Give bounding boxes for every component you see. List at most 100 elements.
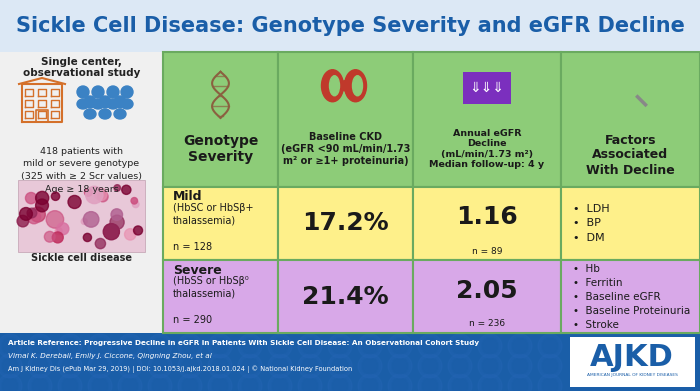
Circle shape xyxy=(83,212,99,227)
Ellipse shape xyxy=(330,76,340,96)
Circle shape xyxy=(268,354,292,378)
Circle shape xyxy=(452,338,468,354)
FancyBboxPatch shape xyxy=(163,260,278,333)
Circle shape xyxy=(17,215,29,227)
Circle shape xyxy=(58,354,82,378)
Circle shape xyxy=(418,354,442,378)
Circle shape xyxy=(84,96,96,108)
Text: AJKD: AJKD xyxy=(590,343,674,371)
Circle shape xyxy=(32,358,48,374)
Ellipse shape xyxy=(121,99,133,109)
Circle shape xyxy=(25,192,36,204)
Circle shape xyxy=(452,358,468,374)
Circle shape xyxy=(0,374,22,391)
Circle shape xyxy=(452,378,468,391)
FancyBboxPatch shape xyxy=(163,52,278,187)
Text: observational study: observational study xyxy=(23,68,140,78)
FancyBboxPatch shape xyxy=(278,52,413,187)
Circle shape xyxy=(238,374,262,391)
Circle shape xyxy=(94,188,107,201)
Circle shape xyxy=(152,378,168,391)
Circle shape xyxy=(111,209,122,221)
Circle shape xyxy=(448,354,472,378)
Circle shape xyxy=(508,334,532,358)
Circle shape xyxy=(32,378,48,391)
Text: AMERICAN JOURNAL OF KIDNEY DISEASES: AMERICAN JOURNAL OF KIDNEY DISEASES xyxy=(587,373,678,377)
Circle shape xyxy=(212,378,228,391)
Circle shape xyxy=(83,233,92,242)
Circle shape xyxy=(92,86,104,98)
Circle shape xyxy=(268,334,292,358)
Circle shape xyxy=(62,358,78,374)
Text: •  LDH
•  BP
•  DM: • LDH • BP • DM xyxy=(573,204,610,243)
Circle shape xyxy=(542,378,558,391)
Circle shape xyxy=(58,334,82,358)
Circle shape xyxy=(418,334,442,358)
Circle shape xyxy=(122,358,138,374)
Circle shape xyxy=(272,338,288,354)
Ellipse shape xyxy=(353,76,363,96)
Circle shape xyxy=(44,231,55,242)
Circle shape xyxy=(122,338,138,354)
Circle shape xyxy=(27,208,37,218)
Circle shape xyxy=(298,354,322,378)
Circle shape xyxy=(32,338,48,354)
FancyBboxPatch shape xyxy=(163,187,278,260)
Ellipse shape xyxy=(84,109,96,119)
FancyBboxPatch shape xyxy=(0,0,700,52)
Circle shape xyxy=(478,334,502,358)
Circle shape xyxy=(302,338,318,354)
Circle shape xyxy=(118,354,142,378)
Ellipse shape xyxy=(344,70,367,102)
FancyBboxPatch shape xyxy=(413,187,561,260)
Circle shape xyxy=(542,358,558,374)
Circle shape xyxy=(28,374,52,391)
Circle shape xyxy=(392,338,408,354)
Ellipse shape xyxy=(321,70,344,102)
FancyBboxPatch shape xyxy=(18,180,145,252)
Circle shape xyxy=(358,374,382,391)
Circle shape xyxy=(298,374,322,391)
Ellipse shape xyxy=(114,109,126,119)
Circle shape xyxy=(478,374,502,391)
Circle shape xyxy=(422,378,438,391)
Circle shape xyxy=(152,338,168,354)
Circle shape xyxy=(388,354,412,378)
Text: 418 patients with
mild or severe genotype
(325 with ≥ 2 Scr values)
Age ≥ 18 yea: 418 patients with mild or severe genotyp… xyxy=(21,147,142,194)
Circle shape xyxy=(88,334,112,358)
Text: Am J Kidney Dis (ePub Mar 29, 2019) | DOI: 10.1053/j.ajkd.2018.01.024 | © Nation: Am J Kidney Dis (ePub Mar 29, 2019) | DO… xyxy=(8,365,352,373)
Circle shape xyxy=(62,338,78,354)
Circle shape xyxy=(131,197,137,204)
Circle shape xyxy=(362,338,378,354)
Text: n = 236: n = 236 xyxy=(469,319,505,328)
Circle shape xyxy=(512,338,528,354)
Circle shape xyxy=(418,374,442,391)
Circle shape xyxy=(358,334,382,358)
Circle shape xyxy=(2,378,18,391)
Circle shape xyxy=(148,334,172,358)
Circle shape xyxy=(92,358,108,374)
Text: Single center,: Single center, xyxy=(41,57,122,67)
Circle shape xyxy=(508,354,532,378)
Circle shape xyxy=(36,199,48,212)
Circle shape xyxy=(478,354,502,378)
Circle shape xyxy=(208,334,232,358)
Circle shape xyxy=(392,358,408,374)
Circle shape xyxy=(2,358,18,374)
Circle shape xyxy=(388,374,412,391)
Text: (HbSS or HbSβ⁰
thalassemia)

n = 290: (HbSS or HbSβ⁰ thalassemia) n = 290 xyxy=(173,276,248,325)
Circle shape xyxy=(508,374,532,391)
Circle shape xyxy=(272,358,288,374)
Circle shape xyxy=(132,201,139,208)
Circle shape xyxy=(392,378,408,391)
Circle shape xyxy=(182,378,198,391)
Circle shape xyxy=(272,378,288,391)
Text: 17.2%: 17.2% xyxy=(302,212,388,235)
Circle shape xyxy=(302,378,318,391)
Circle shape xyxy=(114,185,120,191)
Circle shape xyxy=(242,358,258,374)
Circle shape xyxy=(152,358,168,374)
FancyBboxPatch shape xyxy=(278,260,413,333)
Circle shape xyxy=(121,86,133,98)
Text: Severe: Severe xyxy=(173,264,222,276)
